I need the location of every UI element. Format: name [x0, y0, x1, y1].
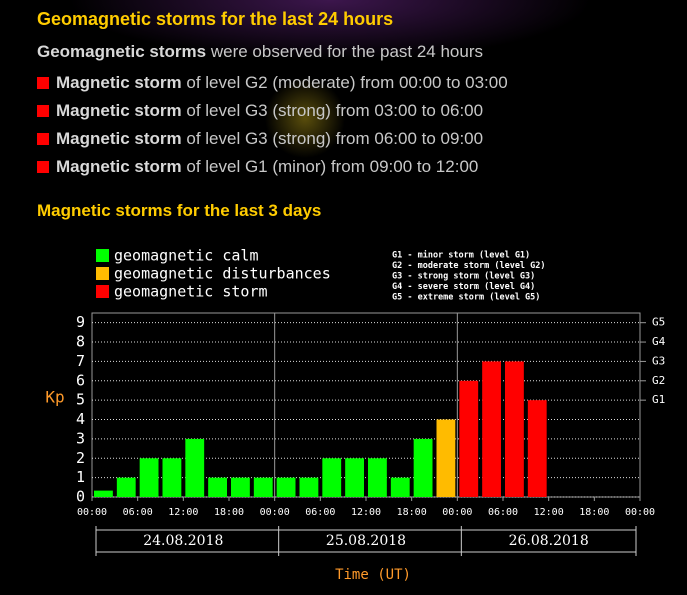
y2-tick-label: G5 [652, 316, 665, 329]
y-tick-label: 7 [76, 352, 85, 370]
x-tick-label: 00:00 [260, 507, 290, 518]
x-tick-label: 06:00 [305, 507, 335, 518]
y2-tick-label: G2 [652, 374, 665, 387]
y2-tick-label: G3 [652, 354, 665, 367]
bar [368, 458, 387, 497]
legend-label: geomagnetic disturbances [114, 265, 331, 283]
y-tick-label: 0 [76, 488, 85, 506]
storm-text: of level G3 (strong) from 03:00 to 06:00 [186, 101, 484, 120]
storm-item: Magnetic storm of level G3 (strong) from… [37, 101, 483, 121]
bar [322, 458, 342, 497]
summary-bold: Geomagnetic storms [37, 42, 207, 61]
y-tick-label: 8 [76, 333, 85, 351]
storm-bold: Magnetic storm [56, 101, 182, 120]
date-label: 24.08.2018 [143, 533, 223, 549]
section-title: Magnetic storms for the last 3 days [37, 201, 322, 220]
bar [436, 419, 456, 497]
legend-swatch [96, 267, 109, 280]
scale-note: G5 - extreme storm (level G5) [392, 293, 540, 303]
x-tick-label: 12:00 [168, 507, 198, 518]
bar [94, 490, 113, 497]
storm-text: of level G1 (minor) from 09:00 to 12:00 [186, 157, 479, 176]
bar [185, 438, 205, 497]
bar [345, 458, 364, 497]
legend-swatch [96, 285, 109, 298]
x-tick-label: 06:00 [123, 507, 153, 518]
date-label: 25.08.2018 [326, 533, 406, 549]
bar [527, 400, 547, 497]
x-tick-label: 00:00 [442, 507, 472, 518]
bar [208, 477, 227, 497]
bar [299, 477, 319, 497]
storm-item: Magnetic storm of level G1 (minor) from … [37, 157, 478, 177]
y2-tick-label: G1 [652, 393, 665, 406]
storm-bullet [37, 105, 49, 117]
storm-text: of level G2 (moderate) from 00:00 to 03:… [186, 73, 508, 92]
y-tick-label: 1 [76, 468, 85, 486]
storm-item: Magnetic storm of level G2 (moderate) fr… [37, 73, 508, 93]
y-tick-label: 6 [76, 371, 85, 389]
x-tick-label: 06:00 [488, 507, 518, 518]
summary-text: were observed for the past 24 hours [210, 42, 484, 61]
x-tick-label: 18:00 [214, 507, 244, 518]
bar [390, 477, 410, 497]
legend-label: geomagnetic storm [114, 283, 268, 301]
x-tick-label: 18:00 [579, 507, 609, 518]
bar [116, 477, 136, 497]
bar [505, 361, 524, 497]
legend-label: geomagnetic calm [114, 247, 259, 265]
y-tick-label: 5 [76, 391, 85, 409]
legend-swatch [96, 249, 109, 262]
y-tick-label: 9 [76, 313, 85, 331]
x-tick-label: 12:00 [351, 507, 381, 518]
scale-note: G1 - minor storm (level G1) [392, 250, 530, 261]
y2-tick-label: G4 [652, 335, 666, 348]
storm-text: of level G3 (strong) from 06:00 to 09:00 [186, 129, 484, 148]
x-tick-label: 12:00 [534, 507, 564, 518]
storm-bold: Magnetic storm [56, 129, 182, 148]
y-axis-label: Kp [45, 388, 64, 407]
x-tick-label: 00:00 [625, 507, 655, 518]
bar [482, 361, 501, 497]
bar [162, 458, 182, 497]
bar [459, 380, 479, 497]
storm-bullet [37, 133, 49, 145]
y-tick-label: 3 [76, 429, 85, 447]
y-tick-label: 2 [76, 449, 85, 467]
scale-note: G2 - moderate storm (level G2) [392, 261, 546, 271]
x-tick-label: 18:00 [397, 507, 427, 518]
storm-bold: Magnetic storm [56, 157, 182, 176]
storm-bullet [37, 161, 49, 173]
bar [413, 438, 433, 497]
bar [139, 458, 159, 497]
bar [253, 477, 273, 497]
x-axis-label: Time (UT) [335, 567, 411, 583]
summary: Geomagnetic storms were observed for the… [37, 42, 483, 62]
title: Geomagnetic storms for the last 24 hours [37, 9, 394, 29]
y-tick-label: 4 [76, 410, 85, 428]
bar [276, 477, 296, 497]
bar [231, 477, 250, 497]
storm-bold: Magnetic storm [56, 73, 182, 92]
scale-note: G3 - strong storm (level G3) [392, 272, 535, 282]
storm-bullet [37, 77, 49, 89]
scale-note: G4 - severe storm (level G4) [392, 282, 535, 292]
date-label: 26.08.2018 [509, 533, 589, 549]
storm-item: Magnetic storm of level G3 (strong) from… [37, 129, 483, 149]
x-tick-label: 00:00 [77, 507, 107, 518]
